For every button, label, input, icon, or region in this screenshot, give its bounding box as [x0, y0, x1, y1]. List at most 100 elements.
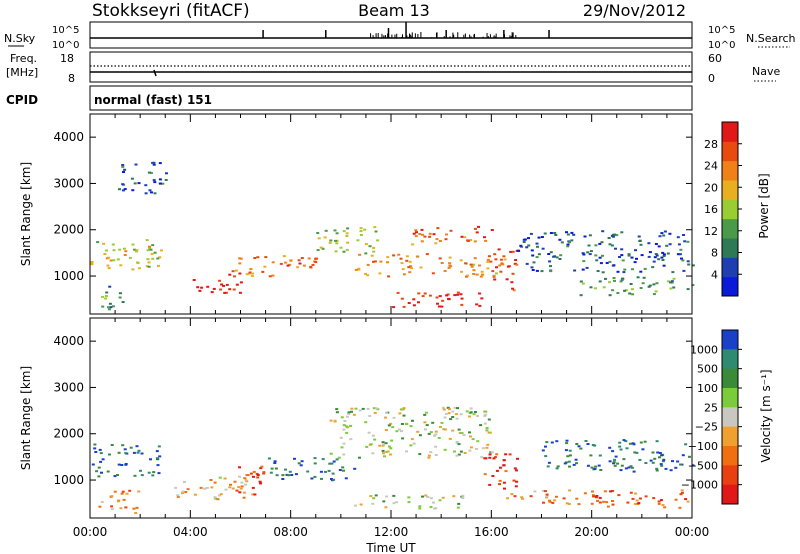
- power-colorbar-tick: 24: [704, 160, 718, 173]
- power-colorbar-swatch: [722, 160, 738, 181]
- power-echo-region: [392, 291, 484, 309]
- power-echo-region: [411, 225, 494, 246]
- x-tick-label: 08:00: [273, 525, 308, 539]
- velocity-colorbar-swatch: [722, 426, 738, 447]
- velocity-echo-region: [98, 489, 141, 514]
- power-colorbar-swatch: [722, 238, 738, 258]
- power-y-tick-label: 4000: [53, 130, 84, 144]
- power-colorbar-tick: 8: [711, 247, 718, 260]
- power-echo-region: [354, 253, 507, 278]
- power-echo-region: [579, 276, 695, 297]
- velocity-y-tick-label: 3000: [53, 380, 84, 394]
- velocity-colorbar-tick: 100: [697, 382, 718, 395]
- freq-left-tick-top: 18: [60, 52, 74, 65]
- velocity-colorbar-swatch: [722, 330, 738, 350]
- x-tick-label: 00:00: [73, 525, 108, 539]
- power-colorbar-swatch: [722, 180, 738, 200]
- velocity-echo-region: [174, 475, 255, 501]
- noise-sky-label: N.Sky: [4, 32, 36, 45]
- velocity-echo-region: [91, 443, 162, 478]
- velocity-y-tick-label: 1000: [53, 473, 84, 487]
- noise-left-tick-bottom: 10^0: [52, 40, 79, 51]
- cpid-label: CPID: [6, 93, 38, 107]
- date-title: 29/Nov/2012: [583, 1, 686, 20]
- freq-right-tick-top: 60: [708, 52, 722, 65]
- power-colorbar-tick: 28: [704, 138, 718, 151]
- velocity-echo-region: [483, 453, 519, 490]
- nave-label: Nave: [752, 65, 780, 78]
- velocity-colorbar-tick: 500: [697, 363, 718, 376]
- power-y-tick-label: 3000: [53, 176, 84, 190]
- velocity-colorbar-tick: −1000: [681, 479, 718, 492]
- velocity-colorbar-swatch: [722, 407, 738, 428]
- station-title: Stokkseyri (fitACF): [92, 1, 250, 21]
- power-echo-region: [493, 248, 519, 292]
- velocity-echo-region: [267, 457, 357, 482]
- power-colorbar-tick: 4: [711, 268, 718, 281]
- velocity-colorbar-tick: 1000: [690, 343, 718, 356]
- freq-right-tick-bottom: 0: [708, 72, 715, 85]
- velocity-echo-region: [353, 494, 465, 510]
- velocity-echo-region: [506, 489, 606, 506]
- velocity-scatter: [91, 406, 695, 514]
- power-colorbar-swatch: [722, 199, 738, 220]
- velocity-colorbar-swatch: [722, 368, 738, 389]
- noise-panel: N.Sky 10^5 10^0 10^5 10^0 N.Search: [4, 21, 796, 51]
- power-colorbar-label: Power [dB]: [757, 173, 771, 238]
- velocity-echo-region: [235, 465, 266, 496]
- power-y-axis-label: Slant Range [km]: [19, 162, 33, 266]
- power-colorbar-swatch: [722, 122, 738, 142]
- velocity-colorbar: 1000 500 100 25 −25 −100 −500 −1000: [681, 329, 742, 505]
- frequency-panel: Freq. [MHz] 18 8 60 0 Nave: [6, 51, 780, 85]
- velocity-x-ticks: 00:00 04:00 08:00 12:00 16:00 20:00 00:00: [73, 318, 710, 539]
- noise-right-tick-top: 10^5: [708, 25, 735, 36]
- velocity-y-ticks: 1000 2000 3000 4000: [53, 334, 692, 487]
- velocity-colorbar-swatch: [722, 446, 738, 466]
- velocity-colorbar-swatch: [722, 388, 738, 408]
- power-scatter: [90, 161, 695, 311]
- power-colorbar: 4 8 12 16 20 24 28: [704, 121, 742, 297]
- velocity-echo-region: [592, 489, 690, 509]
- power-colorbar-tick: 20: [704, 181, 718, 194]
- power-echo-region: [516, 230, 695, 274]
- freq-left-tick-bottom: 8: [68, 72, 75, 85]
- power-colorbar-swatch: [722, 141, 738, 162]
- power-echo-region: [101, 285, 125, 311]
- velocity-colorbar-swatch: [722, 465, 738, 486]
- power-colorbar-tick: 12: [704, 225, 718, 238]
- power-echo-region: [228, 255, 318, 278]
- power-x-ticks: [89, 114, 693, 314]
- power-y-tick-label: 2000: [53, 223, 84, 237]
- velocity-echo-region: [329, 406, 494, 459]
- velocity-colorbar-tick: −500: [688, 459, 718, 472]
- power-colorbar-tick: 16: [704, 203, 718, 216]
- velocity-colorbar-tick: −100: [688, 440, 718, 453]
- beam-title: Beam 13: [358, 1, 430, 20]
- x-tick-label: 20:00: [574, 525, 609, 539]
- noise-spikes: [262, 22, 550, 38]
- noise-left-tick-top: 10^5: [52, 25, 79, 36]
- power-colorbar-swatch: [722, 218, 738, 239]
- velocity-colorbar-swatch: [722, 484, 738, 505]
- velocity-y-tick-label: 4000: [53, 334, 84, 348]
- power-y-ticks: 1000 2000 3000 4000: [53, 130, 692, 283]
- power-echo-region: [90, 239, 163, 271]
- freq-label: Freq.: [10, 52, 37, 65]
- velocity-colorbar-label: Velocity [m s⁻¹]: [759, 369, 773, 462]
- cpid-mode: normal (fast) 151: [94, 93, 212, 107]
- velocity-echo-region: [541, 439, 695, 473]
- velocity-colorbar-tick: −25: [695, 421, 718, 434]
- freq-unit-label: [MHz]: [6, 66, 38, 79]
- power-echo-region: [192, 279, 243, 294]
- velocity-panel: 1000 2000 3000 4000 00:00 04:00 08:00 12:00 16:…: [19, 317, 773, 539]
- power-panel: 1000 2000 3000 4000 Slant Range [km] 4 8 12 16…: [19, 113, 771, 315]
- power-colorbar-swatch: [722, 257, 738, 278]
- x-axis-label: Time UT: [365, 541, 416, 554]
- velocity-y-axis-label: Slant Range [km]: [19, 366, 33, 470]
- x-tick-label: 16:00: [474, 525, 509, 539]
- noise-right-tick-bottom: 10^0: [708, 40, 735, 51]
- cpid-panel: CPID normal (fast) 151: [6, 85, 693, 111]
- power-echo-region: [118, 161, 168, 195]
- x-tick-label: 00:00: [675, 525, 710, 539]
